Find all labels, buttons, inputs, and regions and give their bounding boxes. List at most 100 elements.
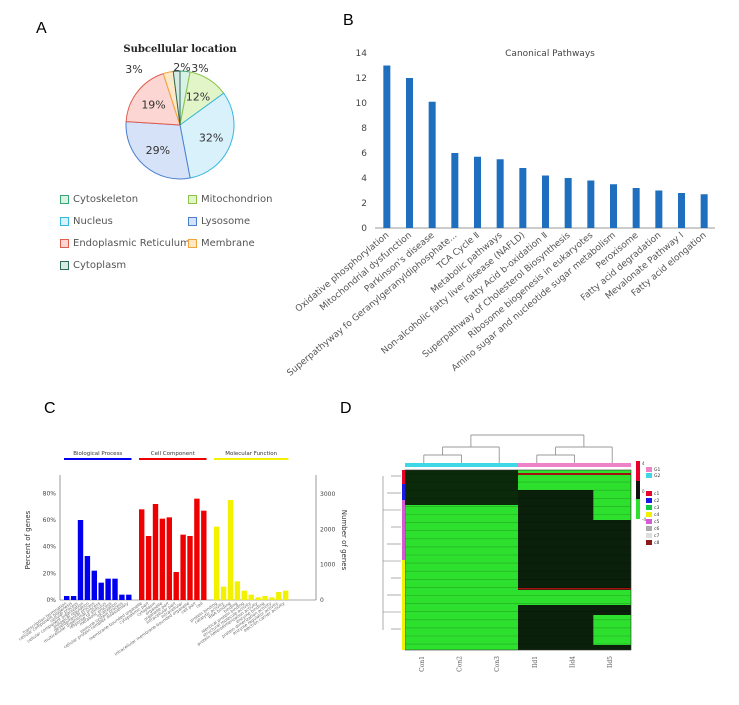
x-tick-label: cell bbox=[195, 601, 204, 609]
bar bbox=[542, 175, 549, 228]
cluster-legend-swatch bbox=[646, 519, 652, 524]
pie-chart: Subcellular location 3%12%32%29%19%3% 2% bbox=[123, 44, 237, 180]
bar bbox=[632, 188, 640, 228]
legend-swatch bbox=[60, 238, 69, 248]
group-legend-label: G2 bbox=[654, 473, 660, 479]
y-tick-label: 20% bbox=[43, 570, 57, 577]
y-tick-label: 8 bbox=[361, 124, 367, 134]
heatmap-block bbox=[405, 470, 518, 505]
bar bbox=[159, 518, 166, 600]
pie-slice bbox=[179, 92, 235, 179]
cluster-legend-label: c8 bbox=[654, 540, 659, 546]
legend-swatch bbox=[188, 216, 197, 226]
group-legend-label: G1 bbox=[654, 467, 660, 473]
bar bbox=[98, 582, 104, 600]
pie-slice bbox=[125, 121, 191, 180]
bar bbox=[700, 194, 708, 228]
cluster-legend-swatch bbox=[646, 505, 652, 510]
group-legend-swatch bbox=[646, 467, 652, 472]
bar bbox=[255, 597, 261, 600]
bar bbox=[214, 526, 220, 600]
bar bbox=[564, 178, 572, 228]
cluster-legend-swatch bbox=[646, 526, 652, 531]
pie-slice-label: 12% bbox=[186, 91, 210, 104]
cluster-legend-swatch bbox=[646, 512, 652, 517]
legend-item: Membrane bbox=[188, 238, 255, 249]
heatmap-block bbox=[518, 590, 631, 605]
pie-title: Subcellular location bbox=[123, 44, 237, 55]
chart-title: Canonical Pathways bbox=[505, 49, 595, 59]
bar bbox=[234, 581, 241, 600]
bar bbox=[678, 193, 685, 228]
bar bbox=[187, 536, 193, 600]
cluster-legend-label: c7 bbox=[654, 533, 659, 539]
heatmap-block bbox=[518, 473, 631, 475]
bar bbox=[655, 190, 663, 228]
bar bbox=[474, 156, 481, 228]
bar bbox=[227, 500, 234, 600]
y-axis-label-right: Number of genes bbox=[340, 510, 348, 571]
column-label: Con2 bbox=[457, 656, 464, 672]
bar bbox=[64, 596, 70, 600]
y-tick-label: 10 bbox=[356, 99, 368, 109]
heatmap-block bbox=[518, 588, 631, 590]
cluster-legend-swatch bbox=[646, 533, 652, 538]
heatmap-block bbox=[593, 490, 631, 520]
panel-label-b: B bbox=[343, 12, 354, 29]
panel-label-a: A bbox=[36, 20, 47, 37]
bar bbox=[283, 590, 289, 600]
bar bbox=[77, 520, 84, 600]
color-scale-segment bbox=[636, 481, 640, 499]
legend-label: Mitochondrion bbox=[201, 194, 273, 205]
bar bbox=[519, 168, 527, 228]
bar bbox=[428, 101, 436, 228]
y-tick-label-right: 3000 bbox=[320, 491, 335, 498]
cluster-legend-label: c3 bbox=[654, 505, 659, 511]
row-cluster-bar bbox=[402, 470, 405, 484]
legend-swatch bbox=[188, 194, 197, 204]
y-tick-label: 14 bbox=[356, 49, 368, 59]
bar bbox=[84, 556, 91, 600]
cluster-legend-label: c5 bbox=[654, 519, 659, 525]
legend-item: Nucleus bbox=[60, 216, 113, 227]
scale-tick-label: 0 bbox=[642, 489, 645, 494]
panel-label-d: D bbox=[340, 400, 352, 417]
bar bbox=[269, 597, 275, 600]
group-label: Cell Component bbox=[151, 451, 196, 457]
cluster-legend-label: c4 bbox=[654, 512, 659, 518]
y-tick-label: 80% bbox=[43, 490, 57, 497]
y-tick-label-right: 1000 bbox=[320, 562, 335, 569]
legend-label: Lysosome bbox=[201, 216, 251, 227]
legend-item: Endoplasmic Reticulum bbox=[60, 238, 190, 249]
y-tick-label: 60% bbox=[43, 517, 57, 524]
group-bar-g1 bbox=[518, 463, 631, 467]
column-label: Ild1 bbox=[532, 656, 539, 668]
row-cluster-bar bbox=[402, 484, 405, 500]
row-cluster-bar bbox=[402, 500, 405, 560]
color-scale-segment bbox=[636, 461, 640, 481]
group-bar-g2 bbox=[405, 463, 518, 467]
bar bbox=[152, 504, 159, 600]
y-tick-label: 6 bbox=[361, 149, 367, 159]
bar bbox=[406, 78, 413, 228]
bar bbox=[248, 594, 254, 600]
column-label: Con1 bbox=[419, 656, 426, 672]
legend-label: Membrane bbox=[201, 238, 255, 249]
column-label: Con3 bbox=[494, 656, 501, 672]
legend-item: Cytoskeleton bbox=[60, 194, 138, 205]
heatmap-block bbox=[593, 615, 631, 645]
row-cluster-bar bbox=[402, 610, 405, 650]
bar bbox=[201, 510, 207, 600]
pie-slice bbox=[125, 73, 181, 126]
legend-swatch bbox=[188, 238, 197, 248]
pie-legend: Cytoskeleton Mitochondrion Nucleus Lysosome… bbox=[60, 194, 320, 274]
y-tick-label-right: 2000 bbox=[320, 526, 335, 533]
y-tick-label: 40% bbox=[43, 544, 57, 551]
x-tick-label: Mitochondrial dysfunction bbox=[318, 231, 414, 314]
bar bbox=[180, 534, 186, 600]
pie-slice bbox=[172, 70, 181, 126]
y-tick-label: 0 bbox=[361, 224, 367, 234]
column-label: Ild4 bbox=[570, 656, 577, 668]
